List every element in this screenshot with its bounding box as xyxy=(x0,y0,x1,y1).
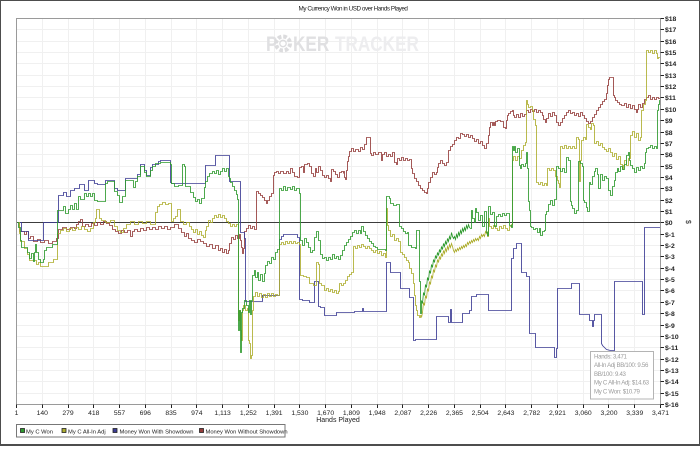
svg-text:Money Won With Showdown: Money Won With Showdown xyxy=(120,429,194,435)
svg-text:$7: $7 xyxy=(665,141,673,148)
svg-text:$17: $17 xyxy=(665,27,677,34)
svg-text:$-14: $-14 xyxy=(665,379,679,386)
svg-text:2,782: 2,782 xyxy=(523,410,540,417)
svg-text:$-7: $-7 xyxy=(665,300,675,307)
svg-text:1,948: 1,948 xyxy=(369,410,386,417)
svg-text:1,113: 1,113 xyxy=(214,410,231,417)
svg-text:$3: $3 xyxy=(665,186,673,193)
svg-text:My C Won: $10.79: My C Won: $10.79 xyxy=(594,388,640,395)
svg-text:My C Won: My C Won xyxy=(26,429,53,435)
svg-text:1,530: 1,530 xyxy=(291,410,308,417)
svg-text:$11: $11 xyxy=(665,95,676,102)
svg-text:835: 835 xyxy=(165,410,177,417)
svg-text:$-5: $-5 xyxy=(665,277,675,284)
svg-text:$-11: $-11 xyxy=(665,345,678,352)
svg-text:$-1: $-1 xyxy=(665,232,675,239)
svg-text:$-16: $-16 xyxy=(665,402,679,409)
svg-text:$9: $9 xyxy=(665,118,673,125)
svg-text:2,087: 2,087 xyxy=(394,410,411,417)
svg-text:$-10: $-10 xyxy=(665,334,679,341)
svg-text:3,339: 3,339 xyxy=(626,410,643,417)
svg-text:$13: $13 xyxy=(665,73,677,80)
svg-text:TRACKER: TRACKER xyxy=(335,32,419,56)
svg-text:$15: $15 xyxy=(665,50,677,57)
svg-text:My C All-In Adj: $14.63: My C All-In Adj: $14.63 xyxy=(594,380,650,387)
svg-text:$-12: $-12 xyxy=(665,357,679,364)
svg-text:$0: $0 xyxy=(665,220,673,227)
svg-text:$1: $1 xyxy=(665,209,673,216)
svg-text:2,921: 2,921 xyxy=(549,410,566,417)
svg-text:$-6: $-6 xyxy=(665,288,675,295)
svg-text:$-13: $-13 xyxy=(665,368,679,375)
svg-text:P: P xyxy=(266,32,277,56)
svg-text:$8: $8 xyxy=(665,130,673,137)
svg-text:2,226: 2,226 xyxy=(420,410,437,417)
svg-text:279: 279 xyxy=(62,410,74,417)
svg-text:2,504: 2,504 xyxy=(472,410,489,417)
svg-text:3,200: 3,200 xyxy=(600,410,617,417)
svg-text:974: 974 xyxy=(191,410,203,417)
svg-text:418: 418 xyxy=(88,410,100,417)
svg-text:3,060: 3,060 xyxy=(575,410,592,417)
svg-text:$18: $18 xyxy=(665,16,677,23)
svg-text:$12: $12 xyxy=(665,84,677,91)
svg-text:1,809: 1,809 xyxy=(343,410,360,417)
svg-text:$-4: $-4 xyxy=(665,266,675,273)
svg-text:$14: $14 xyxy=(665,61,677,68)
svg-text:My C All-In Adj: My C All-In Adj xyxy=(68,429,106,435)
svg-text:1: 1 xyxy=(15,410,19,417)
svg-text:$5: $5 xyxy=(665,164,673,171)
svg-text:$-2: $-2 xyxy=(665,243,675,250)
svg-text:$: $ xyxy=(684,220,691,224)
svg-text:$-9: $-9 xyxy=(665,323,675,330)
svg-text:$10: $10 xyxy=(665,107,677,114)
svg-text:2,643: 2,643 xyxy=(497,410,514,417)
svg-text:696: 696 xyxy=(140,410,152,417)
svg-text:3,471: 3,471 xyxy=(652,410,669,417)
svg-text:$2: $2 xyxy=(665,198,673,205)
svg-text:Money Won Without Showdown: Money Won Without Showdown xyxy=(206,429,288,435)
svg-text:1,391: 1,391 xyxy=(266,410,283,417)
svg-text:BB/100: 9.43: BB/100: 9.43 xyxy=(594,371,627,378)
svg-text:$4: $4 xyxy=(665,175,673,182)
svg-text:$-15: $-15 xyxy=(665,391,679,398)
svg-text:$-8: $-8 xyxy=(665,311,675,318)
svg-text:Hands Played: Hands Played xyxy=(316,417,360,424)
svg-text:$6: $6 xyxy=(665,152,673,159)
svg-text:My Currency Won in USD over Ha: My Currency Won in USD over Hands Played xyxy=(299,6,409,13)
svg-text:$-3: $-3 xyxy=(665,254,675,261)
svg-text:KER: KER xyxy=(293,32,329,56)
svg-text:557: 557 xyxy=(114,410,126,417)
svg-text:Hands: 3,471: Hands: 3,471 xyxy=(594,353,628,360)
svg-text:140: 140 xyxy=(37,410,49,417)
svg-text:2,365: 2,365 xyxy=(446,410,463,417)
svg-text:$16: $16 xyxy=(665,39,677,46)
svg-text:1,670: 1,670 xyxy=(317,410,334,417)
svg-text:All-In Adj BB/100: 9.56: All-In Adj BB/100: 9.56 xyxy=(594,362,649,369)
svg-text:1,252: 1,252 xyxy=(240,410,257,417)
